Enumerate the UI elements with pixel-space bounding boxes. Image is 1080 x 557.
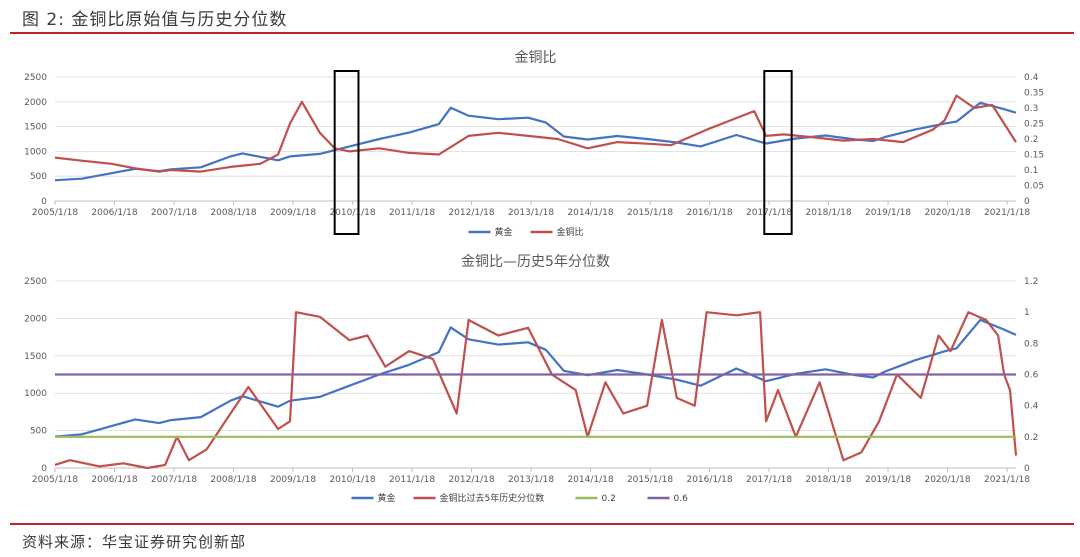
y-right-tick-label: 0.2 (1024, 433, 1038, 443)
y-left-tick-label: 2500 (24, 73, 47, 83)
highlight-box (333, 70, 360, 235)
y-right-tick-label: 1.2 (1024, 277, 1038, 287)
y-left-tick-label: 0 (41, 197, 47, 207)
y-left-tick-label: 2000 (24, 314, 47, 324)
y-right-tick-label: 0.25 (1024, 120, 1044, 130)
x-tick-label: 2008/1/18 (210, 208, 256, 218)
x-tick-label: 2019/1/18 (865, 475, 911, 485)
x-tick-label: 2021/1/18 (984, 208, 1030, 218)
y-left-tick-label: 1000 (24, 147, 47, 157)
chart-title: 金铜比 (515, 50, 557, 66)
bottom-divider (10, 523, 1074, 525)
x-tick-label: 2017/1/18 (746, 475, 792, 485)
x-tick-label: 2018/1/18 (805, 208, 851, 218)
x-tick-label: 2019/1/18 (865, 208, 911, 218)
x-tick-label: 2014/1/18 (567, 475, 613, 485)
y-right-tick-label: 0.4 (1024, 73, 1039, 83)
chart-ratio-percentile: 金铜比—历史5年分位数 0 500 1000 1500 2000 2500 0 0.2 0.4 0… (24, 254, 1038, 504)
legend-label: 黄金 (495, 226, 513, 238)
chart-gold-copper-ratio: 金铜比 0 500 1000 1500 2000 2500 0 0.05 0.1 0.15 0.2 0… (24, 50, 1044, 238)
legend-label: 金铜比过去5年历史分位数 (440, 492, 545, 504)
y-right-tick-label: 0 (1024, 197, 1030, 207)
x-tick-label: 2011/1/18 (389, 475, 435, 485)
x-tick-label: 2015/1/18 (627, 208, 673, 218)
y-left-tick-label: 2000 (24, 98, 47, 108)
y-right-tick-label: 0.15 (1024, 151, 1044, 161)
x-tick-label: 2021/1/18 (984, 475, 1030, 485)
y-left-tick-label: 500 (30, 172, 47, 182)
x-tick-label: 2018/1/18 (805, 475, 851, 485)
source-note: 资料来源：华宝证券研究创新部 (22, 533, 247, 551)
y-right-tick-label: 0.8 (1024, 339, 1039, 349)
legend-label: 0.2 (602, 494, 616, 504)
y-right-tick-label: 0.6 (1024, 371, 1039, 381)
figure-title: 图 2: 金铜比原始值与历史分位数 (22, 10, 288, 30)
y-left-tick-label: 2500 (24, 277, 47, 287)
x-tick-label: 2010/1/18 (329, 208, 375, 218)
y-right-tick-label: 0.35 (1024, 89, 1044, 99)
x-tick-label: 2011/1/18 (389, 208, 435, 218)
series-line (54, 311, 1018, 470)
x-tick-label: 2012/1/18 (448, 208, 494, 218)
series-line (54, 101, 1017, 182)
y-right-tick-label: 0.1 (1024, 166, 1038, 176)
top-divider (10, 32, 1074, 34)
y-right-tick-label: 0.3 (1024, 104, 1038, 114)
x-tick-label: 2007/1/18 (151, 208, 197, 218)
y-right-tick-label: 0.4 (1024, 402, 1039, 412)
x-tick-label: 2020/1/18 (924, 475, 970, 485)
series-line (54, 318, 1017, 438)
x-tick-label: 2013/1/18 (508, 208, 554, 218)
x-tick-label: 2005/1/18 (32, 475, 78, 485)
legend-label: 0.6 (674, 494, 689, 504)
chart-title: 金铜比—历史5年分位数 (461, 254, 610, 270)
legend-label: 金铜比 (557, 226, 584, 238)
x-tick-label: 2014/1/18 (567, 208, 613, 218)
y-left-tick-label: 1500 (24, 352, 47, 362)
x-tick-label: 2016/1/18 (686, 208, 732, 218)
x-tick-label: 2005/1/18 (32, 208, 78, 218)
x-tick-label: 2016/1/18 (686, 475, 732, 485)
x-tick-label: 2012/1/18 (448, 475, 494, 485)
x-tick-label: 2009/1/18 (270, 208, 316, 218)
x-tick-label: 2008/1/18 (210, 475, 256, 485)
y-left-tick-label: 500 (30, 427, 47, 437)
y-right-tick-label: 1 (1024, 308, 1030, 318)
y-left-tick-label: 0 (41, 464, 47, 474)
y-right-tick-label: 0.2 (1024, 135, 1038, 145)
y-left-tick-label: 1500 (24, 123, 47, 133)
x-tick-label: 2015/1/18 (627, 475, 673, 485)
highlight-box (763, 70, 793, 235)
x-tick-label: 2013/1/18 (508, 475, 554, 485)
x-tick-label: 2020/1/18 (924, 208, 970, 218)
y-right-tick-label: 0.05 (1024, 182, 1044, 192)
y-left-tick-label: 1000 (24, 389, 47, 399)
x-tick-label: 2010/1/18 (329, 475, 375, 485)
x-tick-label: 2006/1/18 (91, 208, 137, 218)
legend-label: 黄金 (378, 492, 396, 504)
x-tick-label: 2007/1/18 (151, 475, 197, 485)
x-tick-label: 2017/1/18 (746, 208, 792, 218)
y-right-tick-label: 0 (1024, 464, 1030, 474)
series-line (54, 94, 1017, 173)
x-tick-label: 2009/1/18 (270, 475, 316, 485)
x-tick-label: 2006/1/18 (91, 475, 137, 485)
